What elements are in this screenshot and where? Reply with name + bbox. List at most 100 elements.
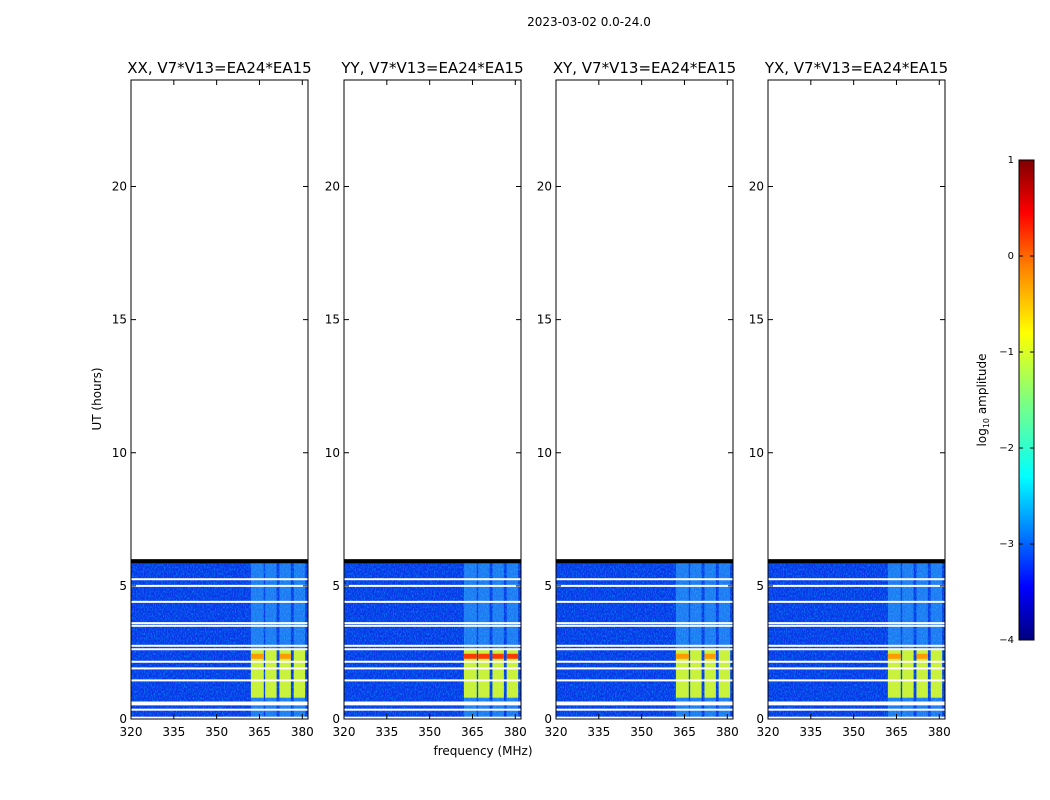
flagged-row [131, 622, 308, 625]
y-tick-label: 15 [325, 313, 340, 327]
axes-frame [767, 79, 946, 720]
flagged-row [768, 701, 945, 704]
y-tick-label: 0 [332, 712, 340, 726]
y-tick-label: 20 [749, 180, 764, 194]
x-tick-label: 365 [885, 725, 908, 739]
rfi-strong-block [492, 649, 504, 698]
flagged-row [768, 624, 945, 627]
rfi-band [704, 559, 716, 719]
flagged-row [344, 578, 521, 581]
data-top-edge [344, 559, 521, 564]
y-tick-label: 5 [119, 579, 127, 593]
y-tick-label: 20 [325, 180, 340, 194]
panel-title: YX, V7*V13=EA24*EA15 [764, 59, 948, 77]
flagged-row [131, 708, 308, 711]
x-tick-label: 335 [375, 725, 398, 739]
flagged-row [344, 648, 521, 651]
flagged-row [131, 701, 308, 704]
rfi-band [930, 559, 943, 719]
flagged-row [768, 716, 945, 719]
rfi-strong-block [704, 649, 716, 698]
y-tick-label: 15 [749, 313, 764, 327]
flagged-row [131, 667, 308, 670]
panel-xx: XX, V7*V13=EA24*EA15 320 335 350 365 380 0 5 10 1… [112, 59, 314, 739]
flagged-row [768, 578, 945, 581]
rfi-strong-block [265, 649, 277, 698]
rfi-strong-block [916, 649, 928, 698]
y-tick-label: 10 [749, 446, 764, 460]
flagged-row [344, 679, 521, 682]
x-tick-label: 365 [673, 725, 696, 739]
panel-xy: XY, V7*V13=EA24*EA15 320 335 350 365 380 0 5 10 1… [537, 59, 739, 739]
y-tick-label: 10 [325, 446, 340, 460]
rfi-strong-block [902, 649, 914, 698]
x-tick-label: 320 [333, 725, 356, 739]
flagged-row [768, 679, 945, 682]
axes-frame [555, 79, 734, 720]
x-tick-label: 380 [716, 725, 739, 739]
rfi-band [293, 559, 306, 719]
y-tick-label: 20 [112, 180, 127, 194]
flagged-row [768, 600, 945, 603]
rfi-strong-block [718, 649, 731, 698]
rfi-hot-spot [279, 653, 291, 659]
flagged-row [768, 648, 945, 651]
colorbar-label: log10 amplitude [975, 354, 991, 447]
flagged-row [131, 679, 308, 682]
rfi-hot-spot [675, 653, 689, 659]
x-tick-label: 335 [799, 725, 822, 739]
flagged-row [131, 716, 308, 719]
rfi-hot-spot [887, 653, 901, 659]
flagged-row [556, 622, 733, 625]
x-axis-label: frequency (MHz) [433, 744, 532, 758]
x-tick-label: 335 [162, 725, 185, 739]
y-tick-label: 10 [537, 446, 552, 460]
x-tick-label: 350 [205, 725, 228, 739]
panel-title: XY, V7*V13=EA24*EA15 [553, 59, 736, 77]
x-tick-label: 350 [630, 725, 653, 739]
flagged-row [556, 584, 733, 587]
flagged-row [556, 644, 733, 647]
x-tick-label: 365 [248, 725, 271, 739]
rfi-band [265, 559, 277, 719]
data-top-edge [131, 559, 308, 564]
flagged-row [344, 703, 521, 706]
flagged-row [556, 708, 733, 711]
rfi-hot-spot [478, 653, 490, 659]
figure-suptitle: 2023-03-02 0.0-24.0 [527, 15, 651, 29]
flagged-row [344, 667, 521, 670]
y-tick-label: 15 [537, 313, 552, 327]
x-tick-label: 320 [757, 725, 780, 739]
rfi-band [478, 559, 490, 719]
flagged-row [768, 667, 945, 670]
x-tick-label: 380 [928, 725, 951, 739]
flagged-row [768, 703, 945, 706]
rfi-band [492, 559, 504, 719]
panel-title: YY, V7*V13=EA24*EA15 [340, 59, 523, 77]
flagged-row [131, 584, 308, 587]
colorbar-tick-label: −1 [999, 347, 1014, 358]
axes-frame [130, 79, 309, 720]
y-tick-label: 0 [756, 712, 764, 726]
axes-frame [343, 79, 522, 720]
flagged-row [556, 716, 733, 719]
flagged-row [556, 703, 733, 706]
flagged-row [556, 624, 733, 627]
flagged-row [344, 708, 521, 711]
flagged-row [768, 644, 945, 647]
x-tick-label: 380 [504, 725, 527, 739]
flagged-row [344, 584, 521, 587]
flagged-row [344, 660, 521, 663]
flagged-row [344, 622, 521, 625]
rfi-band [506, 559, 519, 719]
colorbar-gradient [1018, 159, 1035, 641]
flagged-row [344, 701, 521, 704]
x-tick-label: 335 [587, 725, 610, 739]
flagged-row [556, 679, 733, 682]
flagged-row [131, 703, 308, 706]
flagged-row [768, 584, 945, 587]
flagged-row [768, 708, 945, 711]
rfi-band [718, 559, 731, 719]
y-tick-label: 5 [756, 579, 764, 593]
